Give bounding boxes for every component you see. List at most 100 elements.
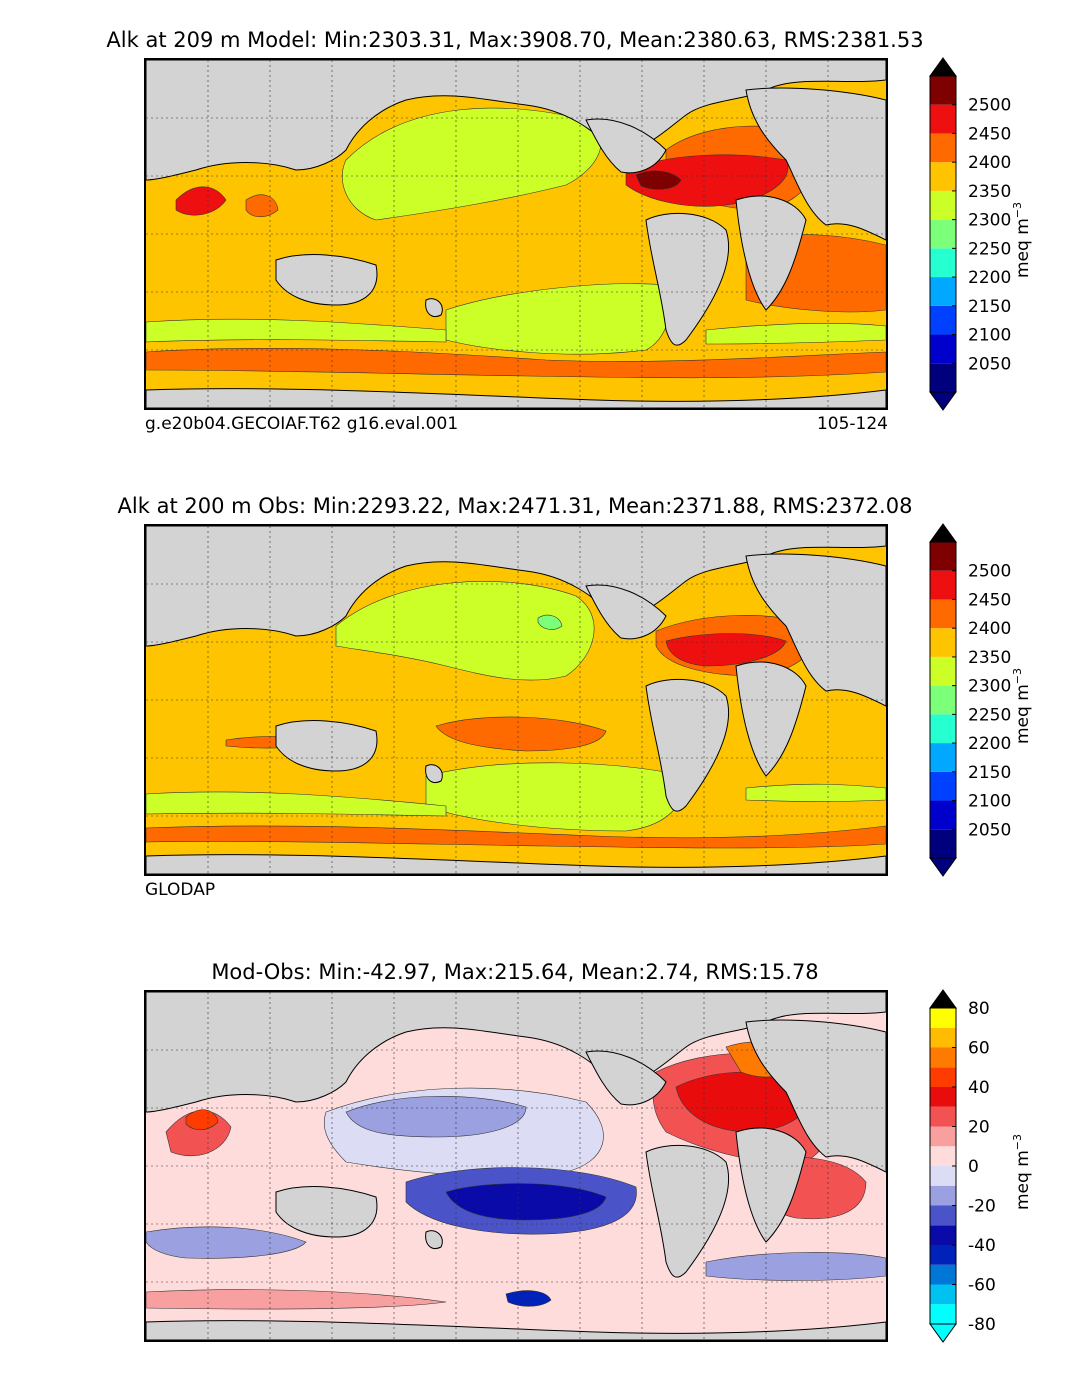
- alkalinity-map-obs: [144, 524, 888, 876]
- region-southern-blue-west: [146, 1226, 307, 1259]
- colorbar-tick-label: 0: [968, 1157, 979, 1177]
- map-gridlines: [146, 526, 886, 874]
- colorbar-bin: [930, 1146, 956, 1166]
- panel-title: Alk at 200 m Obs: Min:2293.22, Max:2471.…: [117, 494, 913, 518]
- panel-title: Alk at 209 m Model: Min:2303.31, Max:390…: [106, 28, 924, 52]
- region-north-pacific: [342, 107, 602, 221]
- years-label: 105-124: [816, 414, 888, 434]
- colorbar-unit-label: meq m−3: [1011, 668, 1033, 744]
- colorbar-tick-label: 2250: [968, 705, 1011, 725]
- colorbar-bin: [930, 1126, 956, 1147]
- colorbar-unit-label: meq m−3: [1011, 1134, 1033, 1210]
- land-masses: [146, 60, 886, 408]
- land-masses: [146, 992, 886, 1340]
- colorbar-bin: [930, 277, 956, 306]
- region-arabian-sea: [175, 186, 227, 216]
- colorbar-tick-label: 80: [968, 999, 990, 1019]
- colorbar-tick-label: 2350: [968, 182, 1011, 202]
- region-pacific-mid-blue: [345, 1096, 527, 1138]
- colorbar-bin: [930, 104, 956, 134]
- map-canvas: [146, 60, 886, 408]
- colorbar-bin: [930, 1047, 956, 1068]
- colorbar-tick-label: 2150: [968, 763, 1011, 783]
- colorbar-tick-label: 2100: [968, 326, 1011, 346]
- colorbar-bin: [930, 219, 956, 249]
- colorbar-extend-min: [929, 1323, 957, 1343]
- colorbar-bin: [930, 133, 956, 163]
- colorbar-tick-label: 2450: [968, 590, 1011, 610]
- colorbar-bin: [930, 1166, 956, 1186]
- colorbar-tick-label: -40: [968, 1236, 996, 1256]
- difference-panel: Mod-Obs: Min:-42.97, Max:215.64, Mean:2.…: [0, 932, 1088, 1392]
- colorbar-bin: [930, 1284, 956, 1305]
- colorbar-tick-label: 2200: [968, 734, 1011, 754]
- colorbar-bin: [930, 1185, 956, 1206]
- colorbar-tick-label: 2250: [968, 239, 1011, 259]
- colorbar-tick-label: 2300: [968, 211, 1011, 231]
- region-arabian-core: [185, 1109, 219, 1131]
- colorbar-tick-label: 2050: [968, 354, 1011, 374]
- colorbar-tick-label: -60: [968, 1276, 996, 1296]
- colorbar-tick-label: 2400: [968, 153, 1011, 173]
- colorbar-bin: [930, 162, 956, 191]
- colorbar-bin: [930, 1264, 956, 1285]
- colorbar-bin: [930, 1245, 956, 1265]
- colorbar-tick-label: 2450: [968, 124, 1011, 144]
- region-equatorial-deep-blue: [445, 1183, 607, 1221]
- colorbar-tick-label: 2350: [968, 648, 1011, 668]
- colorbar-svg: -80 -60 -40 -20 0 20 40 60 80: [929, 989, 996, 1343]
- model-panel: Alk at 209 m Model: Min:2303.31, Max:390…: [0, 0, 1088, 460]
- colorbar-obs: 2050 2100 2150 2200 2250 2300 2350 2400 2450 2500: [929, 523, 1011, 877]
- colorbar-bin: [930, 542, 956, 571]
- colorbar-bin: [930, 685, 956, 715]
- map-canvas: [146, 526, 886, 874]
- region-caribbean-max: [635, 170, 682, 190]
- region-north-atlantic-core: [665, 633, 787, 667]
- colorbar-extend-max: [929, 57, 957, 77]
- colorbar-unit-label: meq m−3: [1011, 202, 1033, 278]
- colorbar-tick-label: 2300: [968, 677, 1011, 697]
- region-north-pacific: [335, 581, 595, 681]
- colorbar-bin: [930, 363, 956, 392]
- colorbar-bin: [930, 334, 956, 364]
- colorbar-bin: [930, 1304, 956, 1324]
- colorbar-difference: -80 -60 -40 -20 0 20 40 60 80: [929, 989, 996, 1343]
- colorbar-bin: [930, 771, 956, 801]
- land-masses: [146, 526, 886, 874]
- alkalinity-map-model: [144, 58, 888, 410]
- colorbar-bin: [930, 800, 956, 830]
- colorbar-bin: [930, 829, 956, 858]
- panel-title: Mod-Obs: Min:-42.97, Max:215.64, Mean:2.…: [211, 960, 819, 984]
- colorbar-tick-label: 2150: [968, 297, 1011, 317]
- colorbar-extend-max: [929, 989, 957, 1009]
- colorbar-tick-label: -20: [968, 1197, 996, 1217]
- colorbar-bin: [930, 714, 956, 744]
- colorbar-tick-label: -80: [968, 1315, 996, 1335]
- region-acc-band: [146, 825, 886, 849]
- colorbar-tick-label: 2200: [968, 268, 1011, 288]
- colorbar-bin: [930, 1205, 956, 1226]
- map-canvas: [146, 992, 886, 1340]
- region-north-atlantic-core: [625, 154, 789, 207]
- colorbar-bin: [930, 190, 956, 220]
- colorbar-svg: 2050 2100 2150 2200 2250 2300 2350 2400 2450 2500: [929, 523, 1011, 877]
- colorbar-bin: [930, 1027, 956, 1048]
- colorbar-tick-label: 2400: [968, 619, 1011, 639]
- region-equatorial-pacific: [435, 716, 607, 752]
- colorbar-tick-label: 2100: [968, 792, 1011, 812]
- obs-panel: Alk at 200 m Obs: Min:2293.22, Max:2471.…: [0, 466, 1088, 926]
- colorbar-tick-label: 20: [968, 1118, 990, 1138]
- region-drake-blue: [505, 1290, 552, 1307]
- colorbar-bin: [930, 1225, 956, 1245]
- colorbar-tick-label: 2500: [968, 562, 1011, 582]
- colorbar-extend-max: [929, 523, 957, 543]
- region-southern-band: [146, 318, 447, 343]
- colorbar-tick-label: 2500: [968, 96, 1011, 116]
- region-acc-band: [146, 347, 886, 379]
- map-gridlines: [146, 60, 886, 408]
- colorbar-bin: [930, 248, 956, 278]
- colorbar-bin: [930, 1067, 956, 1087]
- region-south-atlantic-band: [745, 783, 886, 802]
- colorbar-tick-label: 40: [968, 1078, 990, 1098]
- region-southern-red-band: [146, 1289, 447, 1310]
